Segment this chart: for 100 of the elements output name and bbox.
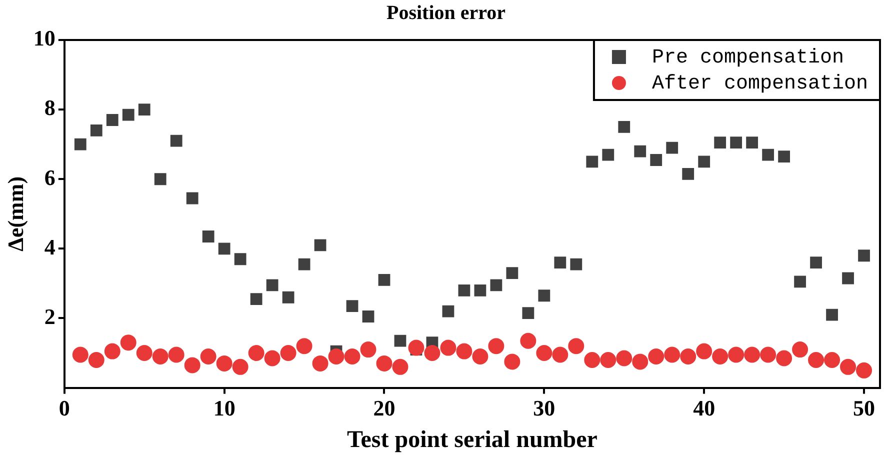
legend-label: Pre compensation <box>652 46 844 70</box>
point <box>760 346 776 363</box>
point <box>504 354 520 370</box>
point <box>746 136 758 149</box>
point <box>840 358 856 375</box>
point <box>474 284 486 296</box>
point <box>392 358 408 375</box>
point <box>120 334 136 351</box>
point <box>712 348 728 364</box>
point <box>680 348 696 364</box>
point <box>90 124 102 136</box>
point <box>698 156 710 168</box>
point <box>138 104 150 116</box>
point <box>152 348 168 364</box>
point <box>472 348 488 364</box>
point <box>714 136 726 149</box>
y-axis-title: Δe(mm) <box>2 176 28 252</box>
point <box>106 114 118 126</box>
point <box>730 136 742 149</box>
point <box>456 343 472 360</box>
point <box>778 150 790 162</box>
point <box>234 253 246 266</box>
point <box>762 148 774 161</box>
point <box>584 352 600 368</box>
y-tick-label: 4 <box>44 234 56 260</box>
point <box>776 350 792 366</box>
point <box>202 230 214 242</box>
point <box>616 350 632 366</box>
point <box>378 274 390 286</box>
point <box>568 338 584 354</box>
point <box>458 284 470 296</box>
point <box>570 258 582 270</box>
point <box>842 272 854 284</box>
point <box>442 305 454 318</box>
point <box>344 348 360 364</box>
point <box>250 293 262 306</box>
point <box>264 350 280 366</box>
point <box>282 291 294 304</box>
point <box>170 134 182 147</box>
point <box>554 256 566 269</box>
point <box>792 342 808 358</box>
point <box>490 279 502 292</box>
point <box>666 142 678 154</box>
x-tick-label: 10 <box>213 396 236 421</box>
point <box>602 148 614 161</box>
point <box>648 348 664 364</box>
point <box>682 168 694 180</box>
point <box>376 355 392 372</box>
point <box>280 345 296 362</box>
point <box>650 154 662 166</box>
y-tick-label: 2 <box>44 304 56 329</box>
point <box>328 348 344 364</box>
point <box>586 156 598 168</box>
x-tick-label: 30 <box>533 396 556 421</box>
point <box>552 346 568 363</box>
point <box>808 352 824 368</box>
point <box>122 108 134 121</box>
point <box>248 345 264 362</box>
point <box>506 267 518 279</box>
point <box>634 145 646 158</box>
point <box>728 346 744 363</box>
chart-title: Position error <box>386 2 506 24</box>
point <box>298 258 310 270</box>
point <box>362 310 374 322</box>
point <box>266 279 278 292</box>
point <box>632 354 648 370</box>
point <box>184 357 200 374</box>
y-tick-label: 6 <box>44 164 56 190</box>
point <box>824 352 840 368</box>
point <box>408 340 424 356</box>
point <box>72 346 88 363</box>
x-axis-title: Test point serial number <box>346 426 598 453</box>
x-tick-label: 50 <box>853 396 876 421</box>
point <box>312 355 328 372</box>
x-tick-label: 40 <box>693 396 716 421</box>
point <box>600 352 616 368</box>
point <box>618 121 630 133</box>
point <box>200 348 216 364</box>
point <box>826 308 838 321</box>
point <box>216 355 232 372</box>
y-tick-label: 10 <box>33 26 56 51</box>
point <box>232 358 248 375</box>
point <box>218 242 230 255</box>
point <box>536 345 552 362</box>
point <box>794 276 806 288</box>
point <box>154 173 166 186</box>
point <box>810 256 822 269</box>
point <box>858 250 870 262</box>
point <box>520 332 536 349</box>
point <box>296 338 312 354</box>
point <box>488 338 504 354</box>
point <box>394 334 406 347</box>
y-tick-label: 8 <box>44 95 56 120</box>
point <box>744 346 760 363</box>
point <box>314 239 326 252</box>
point <box>522 307 534 319</box>
point <box>440 340 456 356</box>
point <box>136 345 152 362</box>
point <box>88 352 104 368</box>
point <box>186 192 198 204</box>
